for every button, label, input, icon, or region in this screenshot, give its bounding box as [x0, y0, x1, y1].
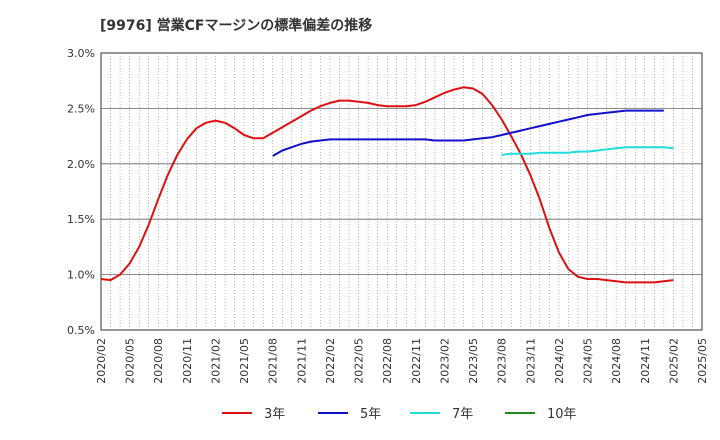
x-tick-label: 2020/11	[181, 338, 194, 384]
y-tick-label: 1.0%	[67, 269, 95, 282]
x-tick-label: 2023/08	[496, 338, 509, 384]
plot-area	[100, 52, 703, 331]
x-tick-label: 2021/08	[267, 338, 280, 384]
y-tick-label: 2.5%	[67, 102, 95, 115]
x-tick-label: 2022/02	[324, 338, 337, 384]
x-tick-label: 2021/05	[238, 338, 251, 384]
grid	[101, 53, 702, 330]
legend-label: 7年	[452, 407, 473, 422]
x-tick-label: 2022/05	[353, 338, 366, 384]
x-tick-label: 2024/02	[553, 338, 566, 384]
y-tick-label: 2.0%	[67, 158, 95, 171]
x-axis-ticks: 2020/02 2020/05 2020/08 2020/11 2021/02 2021/…	[95, 338, 709, 384]
x-tick-label: 2020/02	[95, 338, 108, 384]
y-tick-label: 3.0%	[67, 47, 95, 60]
plot-frame	[100, 52, 703, 331]
y-tick-label: 1.5%	[67, 213, 95, 226]
series-line-5年	[272, 109, 664, 157]
x-tick-label: 2024/08	[610, 338, 623, 384]
x-tick-label: 2023/11	[524, 338, 537, 384]
x-tick-label: 2022/11	[410, 338, 423, 384]
x-tick-label: 2024/05	[582, 338, 595, 384]
x-tick-label: 2021/02	[209, 338, 222, 384]
series-lines	[100, 86, 674, 284]
legend: 3年 5年 7年 10年	[222, 407, 577, 422]
y-tick-label: 0.5%	[67, 324, 95, 337]
y-axis-ticks: 0.5% 1.0% 1.5% 2.0% 2.5% 3.0%	[67, 47, 95, 337]
x-tick-label: 2025/02	[667, 338, 680, 384]
x-tick-label: 2024/11	[639, 338, 652, 384]
legend-label: 10年	[547, 407, 577, 422]
x-tick-label: 2022/08	[381, 338, 394, 384]
x-tick-label: 2023/05	[467, 338, 480, 384]
x-tick-label: 2025/05	[696, 338, 709, 384]
legend-label: 5年	[360, 407, 381, 422]
x-tick-label: 2020/05	[124, 338, 137, 384]
x-tick-label: 2021/11	[295, 338, 308, 384]
x-tick-label: 2020/08	[152, 338, 165, 384]
chart-title: [9976] 営業CFマージンの標準偏差の推移	[100, 17, 372, 34]
series-line-3年	[100, 86, 674, 284]
series-line-7年	[501, 146, 674, 156]
legend-label: 3年	[264, 407, 285, 422]
x-tick-label: 2023/02	[438, 338, 451, 384]
